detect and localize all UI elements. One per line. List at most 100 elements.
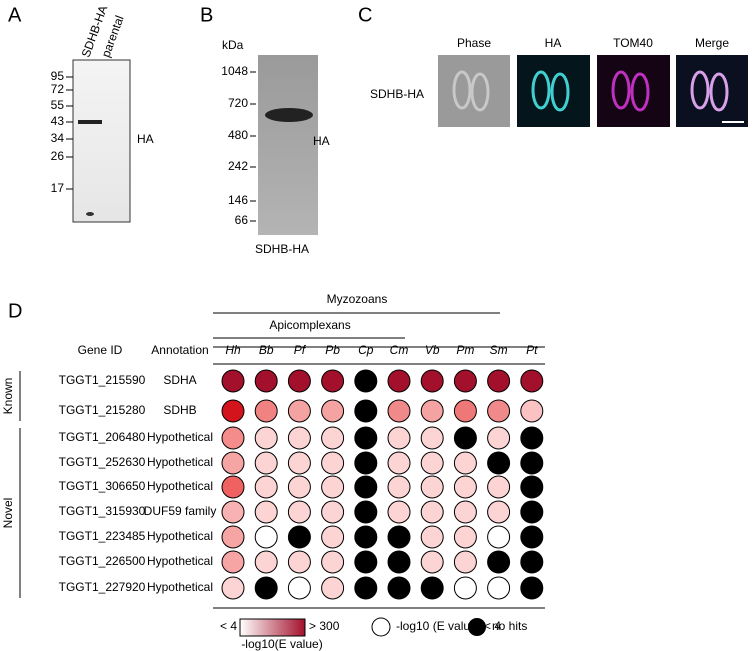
panel-label: A <box>8 4 22 26</box>
hit-dot <box>254 426 278 450</box>
annotation: SDHB <box>163 403 196 417</box>
gene-id: TGGT1_227920 <box>59 580 146 594</box>
hit-dot <box>487 475 511 499</box>
hit-dot <box>420 500 444 524</box>
hit-dot <box>420 576 444 600</box>
hit-dot <box>420 525 444 549</box>
hit-dot <box>387 550 411 574</box>
section-label: Novel <box>1 498 15 529</box>
column-label: HA <box>545 36 562 50</box>
legend-dot <box>468 618 486 636</box>
hit-dot <box>420 369 444 393</box>
marker-label: 146 <box>228 193 248 207</box>
hit-dot <box>487 550 511 574</box>
gene-id: TGGT1_223485 <box>59 529 146 543</box>
legend-dot <box>371 617 391 637</box>
color-scale <box>239 618 306 637</box>
hit-dot <box>254 525 278 549</box>
species-label: Pm <box>456 343 474 357</box>
gene-id: TGGT1_226500 <box>59 554 146 568</box>
hit-dot <box>420 550 444 574</box>
marker-label: 26 <box>51 149 65 163</box>
hit-dot <box>354 399 378 423</box>
panel-label: C <box>358 4 372 26</box>
panel-label: B <box>200 4 213 26</box>
marker-label: 720 <box>228 96 248 110</box>
hit-dot <box>487 369 511 393</box>
group-label: Myzozoans <box>327 292 388 306</box>
hit-dot <box>287 475 311 499</box>
hit-dot <box>354 576 378 600</box>
hit-dot <box>221 525 245 549</box>
hit-dot <box>487 426 511 450</box>
gene-id: TGGT1_215590 <box>59 373 146 387</box>
hit-dot <box>387 451 411 475</box>
annotation: Hypothetical <box>147 529 213 543</box>
hit-dot <box>321 426 345 450</box>
marker-label: 55 <box>51 98 65 112</box>
hit-dot <box>221 576 245 600</box>
hit-dot <box>321 550 345 574</box>
hit-dot <box>321 576 345 600</box>
hit-dot <box>221 399 245 423</box>
species-label: Pf <box>294 343 307 357</box>
hit-dot <box>321 399 345 423</box>
legend-text: > 300 <box>309 619 340 633</box>
blot-a <box>72 59 131 223</box>
species-label: Bb <box>259 343 274 357</box>
hit-dot <box>354 500 378 524</box>
hit-dot <box>287 451 311 475</box>
blot-b <box>258 55 318 235</box>
header: Gene ID <box>78 343 123 357</box>
phase-image <box>438 55 510 127</box>
hit-dot <box>387 576 411 600</box>
species-label: Pb <box>325 343 340 357</box>
lane-label: SDHB-HA <box>255 242 309 256</box>
annotation: Hypothetical <box>147 580 213 594</box>
hit-dot <box>487 451 511 475</box>
legend-text: no hits <box>492 619 527 633</box>
column-label: Phase <box>457 36 491 50</box>
species-label: Hh <box>225 343 241 357</box>
hit-dot <box>287 500 311 524</box>
hit-dot <box>354 451 378 475</box>
column-label: TOM40 <box>613 36 653 50</box>
hit-dot <box>387 426 411 450</box>
marker-label: 95 <box>51 69 65 83</box>
marker-label: 480 <box>228 128 248 142</box>
band <box>265 108 313 122</box>
hit-dot <box>520 576 544 600</box>
header: Annotation <box>151 343 208 357</box>
row-label: SDHB-HA <box>370 87 424 101</box>
hit-dot <box>287 525 311 549</box>
hit-dot <box>520 475 544 499</box>
species-label: Sm <box>490 343 508 357</box>
annotation: SDHA <box>163 373 196 387</box>
legend-text: -log10(E value) <box>241 637 322 651</box>
hit-dot <box>420 399 444 423</box>
marker-label: 66 <box>235 213 249 227</box>
hit-dot <box>387 475 411 499</box>
species-label: Pt <box>526 343 538 357</box>
hit-dot <box>453 550 477 574</box>
hit-dot <box>387 399 411 423</box>
annotation: Hypothetical <box>147 479 213 493</box>
hit-dot <box>453 426 477 450</box>
hit-dot <box>254 576 278 600</box>
hit-dot <box>420 451 444 475</box>
hit-dot <box>520 399 544 423</box>
gene-id: TGGT1_215280 <box>59 403 146 417</box>
spot <box>86 212 94 216</box>
hit-dot <box>321 451 345 475</box>
hit-dot <box>287 550 311 574</box>
band <box>78 120 102 124</box>
hit-dot <box>287 576 311 600</box>
section-label: Known <box>1 378 15 415</box>
hit-dot <box>254 550 278 574</box>
hit-dot <box>387 369 411 393</box>
hit-dot <box>453 500 477 524</box>
hit-dot <box>354 475 378 499</box>
column-label: Merge <box>695 36 729 50</box>
hit-dot <box>287 399 311 423</box>
gene-id: TGGT1_306650 <box>59 479 146 493</box>
